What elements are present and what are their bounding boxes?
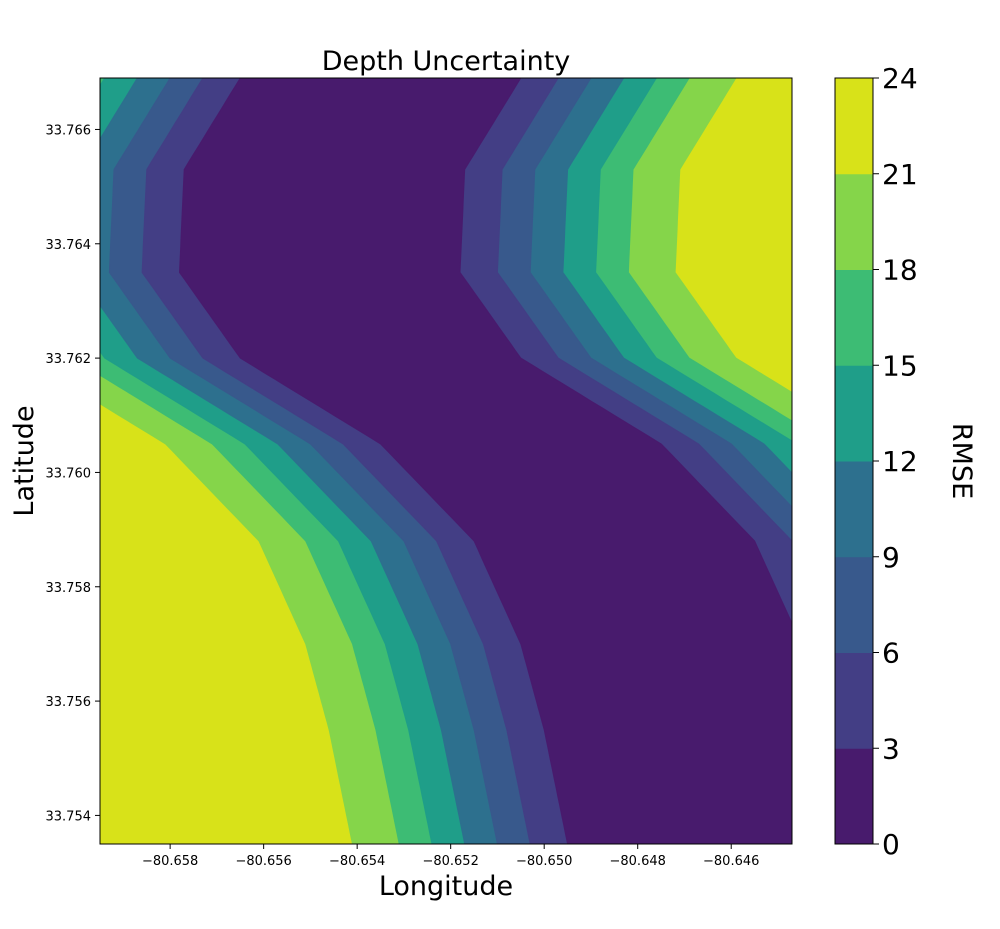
x-tick-label: −80.646 (703, 854, 759, 869)
y-tick-label: 33.760 (46, 466, 92, 481)
colorbar-swatch (835, 748, 873, 845)
colorbar-tick-label: 3 (882, 732, 900, 765)
colorbar-tick-label: 21 (882, 158, 918, 191)
x-axis-label: Longitude (379, 871, 513, 902)
colorbar-swatch (835, 365, 873, 462)
chart-title: Depth Uncertainty (322, 46, 571, 77)
colorbar-swatch (835, 78, 873, 175)
y-tick-label: 33.758 (46, 581, 92, 596)
y-axis: 33.754 33.756 33.758 33.760 33.762 33.764 33.7… (46, 123, 100, 824)
y-tick-label: 33.766 (46, 123, 92, 138)
colorbar-label: RMSE (946, 423, 977, 499)
y-tick-label: 33.764 (46, 238, 92, 253)
x-tick-label: −80.656 (235, 854, 291, 869)
colorbar-tick-label: 9 (882, 541, 900, 574)
colorbar-swatch (835, 173, 873, 270)
colorbar: 0 3 6 9 12 15 18 21 24 (834, 62, 918, 861)
y-tick-label: 33.762 (46, 352, 92, 367)
colorbar-swatch (835, 556, 873, 653)
colorbar-tick-label: 15 (882, 349, 918, 382)
plot-frame (99, 77, 793, 845)
colorbar-tick-label: 18 (882, 254, 918, 287)
colorbar-swatch (835, 652, 873, 749)
colorbar-tick-label: 12 (882, 445, 918, 478)
y-tick-label: 33.754 (46, 809, 92, 824)
y-axis-label: Latitude (9, 405, 40, 516)
x-tick-label: −80.658 (142, 854, 198, 869)
x-tick-label: −80.654 (329, 854, 385, 869)
plot-area (100, 78, 792, 844)
colorbar-swatch (835, 269, 873, 366)
contour-band-0 (179, 78, 792, 844)
colorbar-tick-label: 6 (882, 637, 900, 670)
x-tick-label: −80.652 (422, 854, 478, 869)
y-tick-label: 33.756 (46, 695, 92, 710)
colorbar-swatch (835, 461, 873, 558)
colorbar-tick-label: 0 (882, 828, 900, 861)
x-tick-label: −80.648 (610, 854, 666, 869)
x-tick-label: −80.650 (516, 854, 572, 869)
colorbar-tick-label: 24 (882, 62, 918, 95)
x-axis: −80.658 −80.656 −80.654 −80.652 −80.650 −80.6… (142, 844, 759, 869)
